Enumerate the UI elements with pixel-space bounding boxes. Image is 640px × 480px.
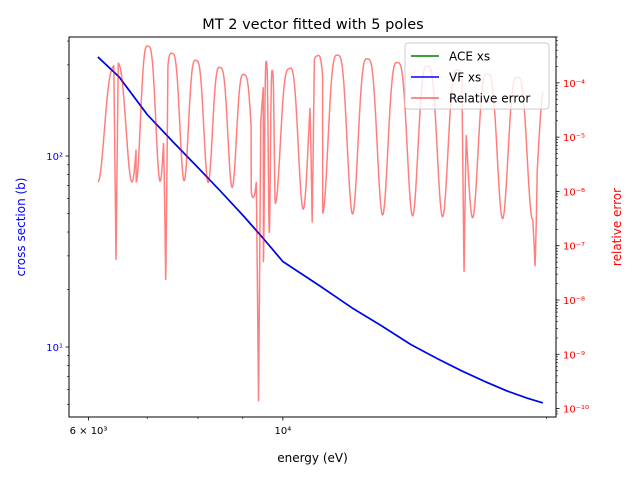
series-line-relative-error [97, 45, 544, 402]
x-tick-label: 10⁴ [275, 426, 292, 437]
y-left-tick-label: 10¹ [46, 343, 63, 354]
series-line-vf-xs [97, 56, 544, 404]
y-right-tick-label: 10⁻⁷ [563, 242, 585, 253]
axes-frame [68, 36, 557, 418]
plot-area [97, 45, 544, 404]
y-axis-left-label: cross section (b) [14, 178, 28, 277]
chart-title: MT 2 vector fitted with 5 poles [202, 17, 423, 33]
x-tick-label: 6 × 10³ [70, 426, 108, 437]
y-right-tick-label: 10⁻⁶ [563, 187, 585, 198]
y-right-tick-label: 10⁻⁴ [563, 79, 585, 90]
y-right-tick-label: 10⁻⁵ [563, 133, 585, 144]
y-left-tick-label: 10² [46, 152, 63, 163]
legend-label-relative-error: Relative error [449, 92, 530, 106]
y-axis-right-label: relative error [610, 188, 624, 266]
y-right-tick-label: 10⁻⁹ [563, 350, 585, 361]
legend-label-ace-xs: ACE xs [449, 50, 490, 64]
x-axis-label: energy (eV) [277, 451, 348, 465]
y-right-tick-label: 10⁻⁸ [563, 296, 585, 307]
legend-box [404, 42, 550, 110]
y-right-tick-label: 10⁻¹⁰ [563, 405, 589, 416]
axis-ticks: 6 × 10³ 10⁴ 10¹ 10² 10⁻¹⁰ 10⁻⁹ 10⁻⁸ 10⁻⁷ 10⁻⁶ 10⁻… [46, 36, 589, 437]
legend: ACE xs VF xs Relative error [404, 42, 550, 110]
legend-label-vf-xs: VF xs [449, 71, 481, 85]
